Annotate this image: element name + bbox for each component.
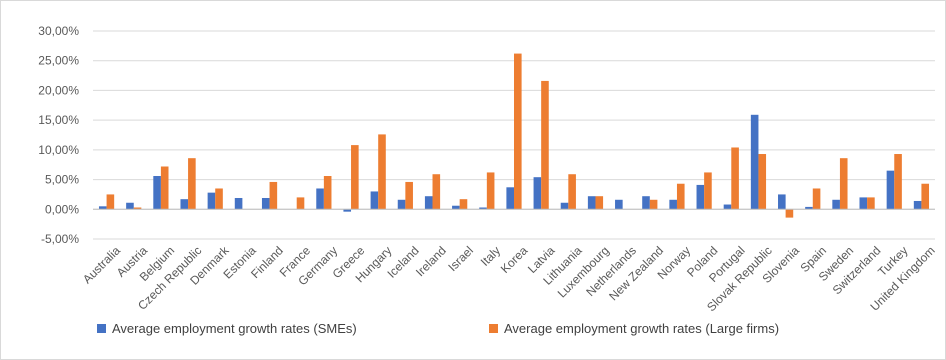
bar-large-firms-israel [459,199,468,210]
bar-large-firms-slovenia [785,209,794,218]
bar-large-firms-finland [269,181,278,210]
bar-smes-denmark [207,192,216,210]
bar-smes-sweden [832,199,840,210]
bar-smes-ireland [424,196,433,210]
legend-swatch [97,324,106,333]
y-tick-label: 30,00% [38,24,79,38]
bar-smes-luxembourg [587,196,596,210]
bar-large-firms-new-zealand [649,199,658,210]
y-tick-label: 15,00% [38,113,79,127]
x-tick-label: Ireland [413,243,449,279]
bar-smes-spain [805,206,813,210]
bar-smes-netherlands [615,199,623,210]
bar-large-firms-luxembourg [595,196,604,210]
bar-large-firms-greece [351,145,359,210]
bar-smes-finland [261,197,270,210]
legend-swatch [489,324,498,333]
bar-smes-czech-republic [180,199,189,210]
bar-smes-united-kingdom [913,200,922,210]
bar-large-firms-austria [133,207,142,210]
y-tick-label: 25,00% [38,54,79,68]
bar-smes-switzerland [859,197,868,210]
y-tick-label: 5,00% [45,173,79,187]
bar-smes-austria [126,202,134,210]
bar-smes-korea [506,187,514,210]
bar-smes-new-zealand [642,196,650,210]
bar-large-firms-spain [812,188,821,210]
bar-large-firms-norway [676,183,685,210]
bar-large-firms-czech-republic [188,158,196,210]
bar-smes-iceland [397,199,406,210]
legend-label: Average employment growth rates (Large f… [504,321,779,336]
bar-smes-slovak-republic [750,114,759,210]
bar-smes-turkey [886,170,895,210]
legend-entry: Average employment growth rates (SMEs) [97,321,357,336]
bar-large-firms-hungary [378,134,386,210]
y-tick-label: -5,00% [41,232,79,246]
bar-smes-portugal [723,204,732,210]
bar-large-firms-lithuania [568,174,576,210]
bar-large-firms-turkey [894,154,902,210]
y-tick-label: 20,00% [38,83,79,97]
bar-large-firms-sweden [839,158,848,210]
bar-smes-hungary [370,191,379,210]
bar-large-firms-france [296,197,305,210]
x-tick-label: Australia [80,243,123,286]
bar-smes-germany [316,188,324,210]
bar-smes-norway [669,199,677,210]
legend-entry: Average employment growth rates (Large f… [489,321,779,336]
bar-smes-belgium [153,176,161,210]
bar-large-firms-slovak-republic [758,154,767,210]
bar-large-firms-portugal [731,147,739,210]
bar-large-firms-belgium [160,166,169,210]
y-tick-label: 0,00% [45,202,79,216]
bar-large-firms-australia [106,194,115,210]
x-tick-label: Israel [445,243,476,274]
bar-large-firms-denmark [215,188,223,210]
bar-smes-australia [98,206,107,210]
bar-large-firms-germany [323,176,332,210]
bar-large-firms-iceland [405,181,413,210]
bar-smes-lithuania [560,202,569,210]
bar-smes-estonia [234,197,243,210]
bar-smes-slovenia [778,194,786,210]
bar-large-firms-korea [514,53,522,210]
bar-large-firms-poland [704,172,712,210]
legend-label: Average employment growth rates (SMEs) [112,321,357,336]
bar-large-firms-ireland [432,174,441,210]
x-tick-label: Korea [498,243,531,276]
bar-large-firms-united-kingdom [921,183,930,210]
bars [98,53,930,218]
bar-smes-italy [479,207,487,210]
bar-smes-greece [343,209,352,212]
bar-large-firms-italy [486,172,495,210]
legend: Average employment growth rates (SMEs) Av… [97,321,779,336]
bar-large-firms-switzerland [867,197,875,210]
bar-smes-poland [696,184,705,210]
bar-smes-latvia [533,177,542,210]
y-tick-label: 10,00% [38,143,79,157]
bar-smes-israel [452,205,460,210]
bar-large-firms-latvia [541,80,549,210]
y-tick-labels: -5,00% 0,00% 5,00% 10,00% 15,00% 20,00% 25,00%… [38,24,79,246]
